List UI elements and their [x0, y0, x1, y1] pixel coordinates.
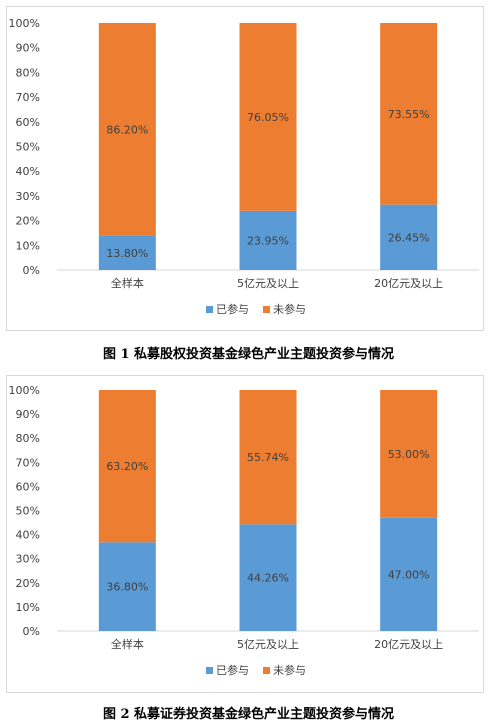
data-label: 55.74% — [247, 451, 289, 464]
data-label: 86.20% — [106, 123, 148, 136]
y-tick-label: 70% — [16, 456, 40, 469]
y-tick-label: 40% — [16, 529, 40, 542]
y-tick-label: 80% — [16, 66, 40, 79]
y-tick-label: 30% — [16, 190, 40, 203]
data-label: 26.45% — [388, 231, 430, 244]
y-tick-label: 10% — [16, 601, 40, 614]
category-label: 20亿元及以上 — [374, 638, 443, 651]
y-tick-label: 0% — [23, 625, 40, 638]
category-label: 5亿元及以上 — [237, 277, 299, 290]
legend-swatch — [206, 667, 213, 674]
category-label: 5亿元及以上 — [237, 638, 299, 651]
data-label: 76.05% — [247, 111, 289, 124]
y-tick-label: 100% — [9, 384, 40, 397]
y-tick-label: 50% — [16, 141, 40, 154]
y-tick-label: 40% — [16, 165, 40, 178]
data-label: 53.00% — [388, 448, 430, 461]
data-label: 13.80% — [106, 247, 148, 260]
legend-swatch — [263, 306, 270, 313]
figure-caption-1: 图 1 私募股权投资基金绿色产业主题投资参与情况 — [0, 343, 497, 362]
stacked-bar-chart-1: 0% 10% 20% 30% 40% 50% 60% 70% 80% 90% 100% 13.80% 8… — [7, 7, 483, 330]
chart-panel-1: 0% 10% 20% 30% 40% 50% 60% 70% 80% 90% 100% 13.80% 8… — [6, 6, 484, 331]
chart-panel-2: 0% 10% 20% 30% 40% 50% 60% 70% 80% 90% 100% 36.80% 6… — [6, 375, 484, 693]
legend-label: 已参与 — [216, 302, 249, 316]
data-label: 44.26% — [247, 572, 289, 585]
y-tick-label: 70% — [16, 91, 40, 104]
y-tick-label: 10% — [16, 239, 40, 252]
legend-swatch — [206, 306, 213, 313]
data-label: 23.95% — [247, 234, 289, 247]
data-label: 36.80% — [106, 581, 148, 594]
category-label: 全样本 — [111, 637, 144, 651]
y-tick-label: 20% — [16, 215, 40, 228]
legend-label: 未参与 — [273, 302, 306, 316]
stacked-bar-chart-2: 0% 10% 20% 30% 40% 50% 60% 70% 80% 90% 100% 36.80% 6… — [7, 376, 483, 692]
data-label: 73.55% — [388, 108, 430, 121]
legend-swatch — [263, 667, 270, 674]
legend-label: 未参与 — [273, 663, 306, 677]
category-label: 20亿元及以上 — [374, 277, 443, 290]
y-tick-label: 80% — [16, 432, 40, 445]
category-label: 全样本 — [111, 276, 144, 290]
y-tick-label: 20% — [16, 577, 40, 590]
y-tick-label: 90% — [16, 408, 40, 421]
legend-label: 已参与 — [216, 663, 249, 677]
y-tick-label: 30% — [16, 553, 40, 566]
y-tick-label: 0% — [23, 264, 40, 277]
figure-caption-2: 图 2 私募证券投资基金绿色产业主题投资参与情况 — [0, 703, 497, 722]
y-tick-label: 90% — [16, 42, 40, 55]
y-tick-label: 50% — [16, 505, 40, 518]
data-label: 47.00% — [388, 568, 430, 581]
y-tick-label: 100% — [9, 17, 40, 30]
y-tick-label: 60% — [16, 480, 40, 493]
data-label: 63.20% — [106, 460, 148, 473]
y-tick-label: 60% — [16, 116, 40, 129]
